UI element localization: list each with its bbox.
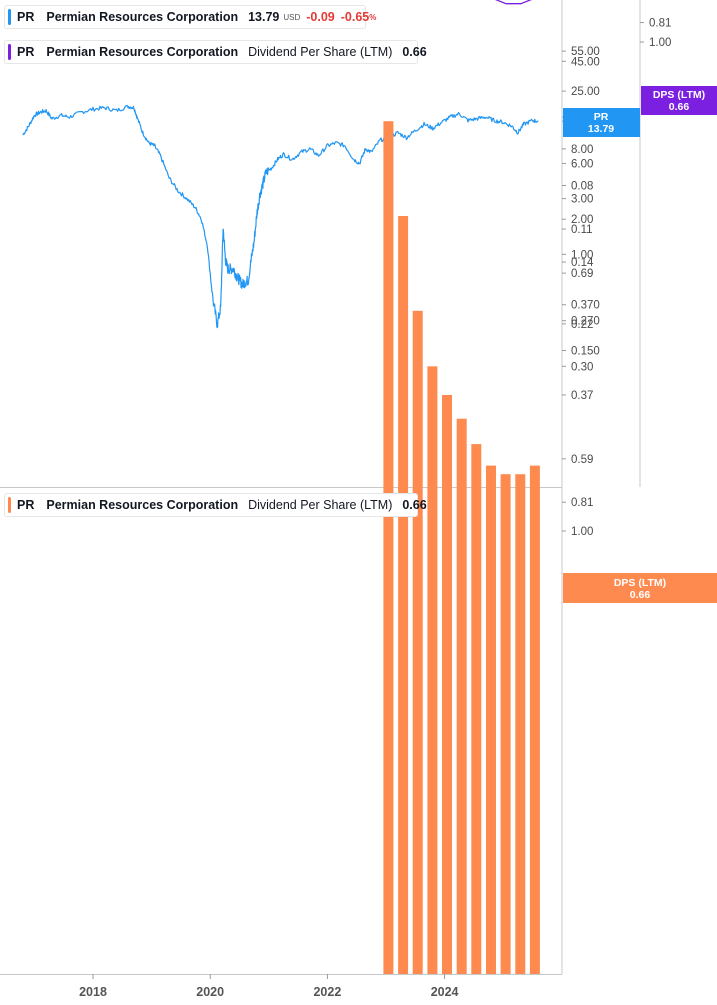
price-tick-label: 45.00 xyxy=(571,56,600,68)
last-price-tag-value: 13.79 xyxy=(588,123,614,135)
price-tick-label: 0.370 xyxy=(571,300,600,312)
last-dps-tag-top xyxy=(641,86,717,115)
price-tick-label: 0.69 xyxy=(571,268,593,280)
time-tick-label: 2024 xyxy=(431,985,459,999)
price-legend-symbol: PR xyxy=(17,10,35,24)
dps-bottom-tick-label: 0.14 xyxy=(571,257,594,269)
dps-legend-bottom-value: 0.66 xyxy=(402,498,427,512)
time-tick-label: 2020 xyxy=(196,985,224,999)
dps-legend-top-symbol: PR xyxy=(17,45,35,59)
dps-bar xyxy=(471,444,482,975)
dps-legend-top-value: 0.66 xyxy=(402,45,427,59)
price-tick-label: 8.00 xyxy=(571,144,593,156)
dps-bar xyxy=(456,418,467,974)
dps-legend-bottom[interactable]: PR Permian Resources Corporation Dividen… xyxy=(4,493,427,517)
dps-legend-top-indicator: Dividend Per Share (LTM) xyxy=(248,45,393,59)
dps-bars xyxy=(383,121,540,975)
dps-bar xyxy=(412,310,423,974)
price-axis-ticks: 55.0045.0025.0015.008.006.003.002.001.00… xyxy=(562,46,600,358)
dps-bar xyxy=(383,121,394,974)
time-tick-label: 2022 xyxy=(313,985,341,999)
dps-bar xyxy=(442,395,452,974)
dps-bottom-tick-label: 0.08 xyxy=(571,180,593,192)
dps-axis-ticks-bottom: 1.000.810.590.370.300.220.140.110.080.05 xyxy=(562,116,594,538)
dps-bar xyxy=(500,474,511,974)
dps-legend-bottom-indicator: Dividend Per Share (LTM) xyxy=(248,498,393,512)
dps-bottom-tick-label: 0.59 xyxy=(571,454,593,466)
price-series-line xyxy=(22,104,539,329)
dps-axis-ticks-top: 1.000.810.590.370.300.220.140.110.080.05 xyxy=(640,0,671,49)
dps-bottom-tick-label: 0.22 xyxy=(571,319,593,331)
dps-top-tick-label: 1.00 xyxy=(649,37,671,49)
price-legend-color-bar xyxy=(8,9,11,25)
time-axis-ticks: 2018 2020 2022 2024 xyxy=(79,974,459,999)
dps-legend-top-company: Permian Resources Corporation xyxy=(46,45,239,59)
dps-bottom-tick-label: 0.37 xyxy=(571,390,593,402)
dps-bar xyxy=(398,216,409,974)
dps-bar xyxy=(515,474,526,974)
price-legend-pct-sign: % xyxy=(369,12,377,22)
last-dps-tag-bottom-name: DPS (LTM) xyxy=(614,577,666,589)
dps-bottom-tick-label: 0.30 xyxy=(571,361,593,373)
price-tick-label: 6.00 xyxy=(571,158,593,170)
dps-legend-top-color-bar xyxy=(8,44,11,60)
price-legend-company: Permian Resources Corporation xyxy=(46,10,239,24)
dps-bottom-tick-label: 1.00 xyxy=(571,526,593,538)
dps-legend-bottom-color-bar xyxy=(8,497,11,513)
dps-top-tick-label: 0.81 xyxy=(649,18,671,30)
last-dps-tag-top-value: 0.66 xyxy=(669,101,690,113)
price-legend-price: 13.79 xyxy=(248,10,280,24)
dps-bottom-tick-label: 0.81 xyxy=(571,497,593,509)
dps-bottom-tick-label: 0.11 xyxy=(571,224,593,236)
last-dps-tag-bottom-value: 0.66 xyxy=(630,589,651,601)
dps-bar xyxy=(486,465,496,974)
price-legend-change-pct: -0.65 xyxy=(340,10,370,24)
price-tick-label: 55.00 xyxy=(571,46,600,58)
dps-bar xyxy=(427,366,438,974)
time-tick-label: 2018 xyxy=(79,985,107,999)
price-legend-change: -0.09 xyxy=(306,10,335,24)
price-tick-label: 25.00 xyxy=(571,86,600,98)
price-legend-currency: USD xyxy=(283,12,301,22)
last-price-tag xyxy=(563,108,640,137)
last-price-tag-symbol: PR xyxy=(594,111,609,123)
price-tick-label: 1.00 xyxy=(571,249,593,261)
dps-legend-bottom-company: Permian Resources Corporation xyxy=(46,498,239,512)
price-legend[interactable]: PR Permian Resources Corporation 13.79 U… xyxy=(4,5,376,29)
last-dps-tag-top-name: DPS (LTM) xyxy=(653,89,705,101)
dps-series-line xyxy=(495,0,532,5)
price-tick-label: 0.150 xyxy=(571,346,600,358)
dps-legend-bottom-symbol: PR xyxy=(17,498,35,512)
dps-legend-top[interactable]: PR Permian Resources Corporation Dividen… xyxy=(4,40,427,64)
last-dps-tag-bottom xyxy=(563,573,717,603)
price-tick-label: 3.00 xyxy=(571,194,593,206)
price-tick-label: 0.270 xyxy=(571,316,600,328)
price-tick-label: 2.00 xyxy=(571,214,593,226)
dps-bar xyxy=(529,465,540,974)
